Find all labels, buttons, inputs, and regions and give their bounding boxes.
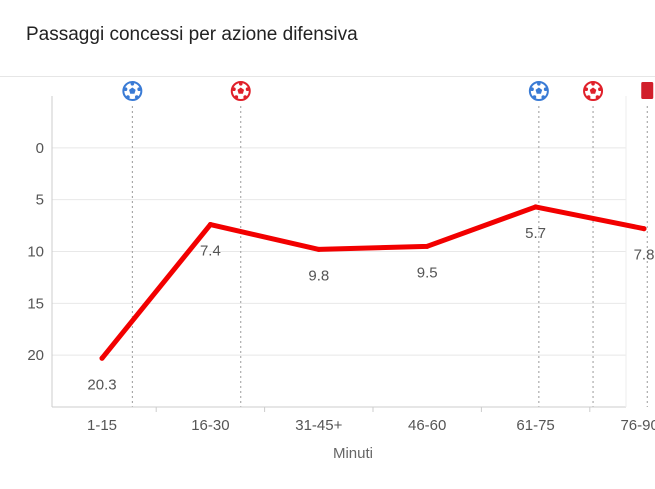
data-point: [207, 222, 213, 228]
data-label: 7.4: [200, 243, 221, 260]
header-divider: [0, 76, 655, 77]
data-label: 9.8: [308, 267, 329, 284]
ball-patch: [584, 87, 589, 91]
event-icons: [122, 81, 654, 101]
x-tick-label: 46-60: [408, 417, 446, 434]
ball-patch: [243, 95, 247, 99]
ball-patch: [598, 87, 602, 91]
data-point: [424, 243, 430, 249]
data-point: [533, 204, 539, 210]
data-point: [99, 355, 105, 361]
x-tick-label: 31-45+: [295, 417, 342, 434]
ball-patch: [126, 95, 130, 99]
y-tick-label: 5: [36, 192, 44, 209]
ball-patch: [541, 95, 546, 99]
event-lines: [131, 106, 648, 407]
axes: [51, 96, 627, 408]
chart-title: Passaggi concessi per azione difensiva: [26, 24, 358, 45]
grid-lines: [52, 147, 626, 356]
data-point: [641, 226, 647, 232]
data-label: 7.8: [634, 247, 655, 264]
x-tick-label: 61-75: [516, 417, 554, 434]
series-line: [99, 204, 647, 361]
data-labels: 20.3 7.4 9.8 9.5 5.7 7.8: [87, 225, 654, 393]
red-card-shape: [641, 82, 654, 99]
ball-patch: [595, 95, 600, 99]
data-label: 5.7: [525, 225, 546, 242]
y-tick-label: 0: [36, 140, 44, 157]
ball-patch: [137, 87, 141, 91]
soccer-ball-icon: [583, 81, 604, 101]
x-axis-title: Minuti: [333, 445, 373, 462]
ball-patch: [234, 95, 239, 99]
red-card-icon: [641, 82, 654, 99]
ball-center-patch: [237, 87, 245, 94]
soccer-ball-icon: [528, 81, 549, 101]
ball-center-patch: [589, 87, 597, 94]
ball-center-patch: [535, 87, 543, 94]
ball-patch: [591, 82, 595, 86]
ball-patch: [586, 95, 591, 99]
x-tick-label: 16-30: [191, 417, 229, 434]
ball-patch: [532, 95, 537, 99]
series-group: [99, 204, 647, 361]
ball-patch: [537, 82, 541, 86]
y-tick-label: 10: [27, 244, 44, 261]
data-point: [316, 246, 322, 252]
ball-center-patch: [129, 87, 136, 94]
ball-patch: [245, 87, 250, 91]
ball-patch: [134, 95, 139, 99]
x-tick-label: 1-15: [87, 417, 117, 434]
data-label: 9.5: [417, 264, 438, 281]
y-axis-ticks: 0 5 10 15 20: [27, 140, 44, 364]
ball-patch: [530, 87, 534, 91]
ball-patch: [232, 87, 236, 91]
x-axis-ticks: 1-15 16-30 31-45+ 46-60 61-75 76-90+: [87, 407, 655, 434]
data-label: 20.3: [87, 376, 116, 393]
ball-patch: [543, 87, 548, 91]
x-tick-label: 76-90+: [620, 417, 655, 434]
ball-patch: [123, 87, 128, 91]
y-tick-label: 20: [27, 347, 44, 364]
soccer-ball-icon: [230, 81, 251, 101]
ball-patch: [130, 82, 135, 86]
ball-patch: [238, 82, 243, 86]
y-tick-label: 15: [27, 295, 44, 312]
soccer-ball-icon: [122, 81, 143, 101]
